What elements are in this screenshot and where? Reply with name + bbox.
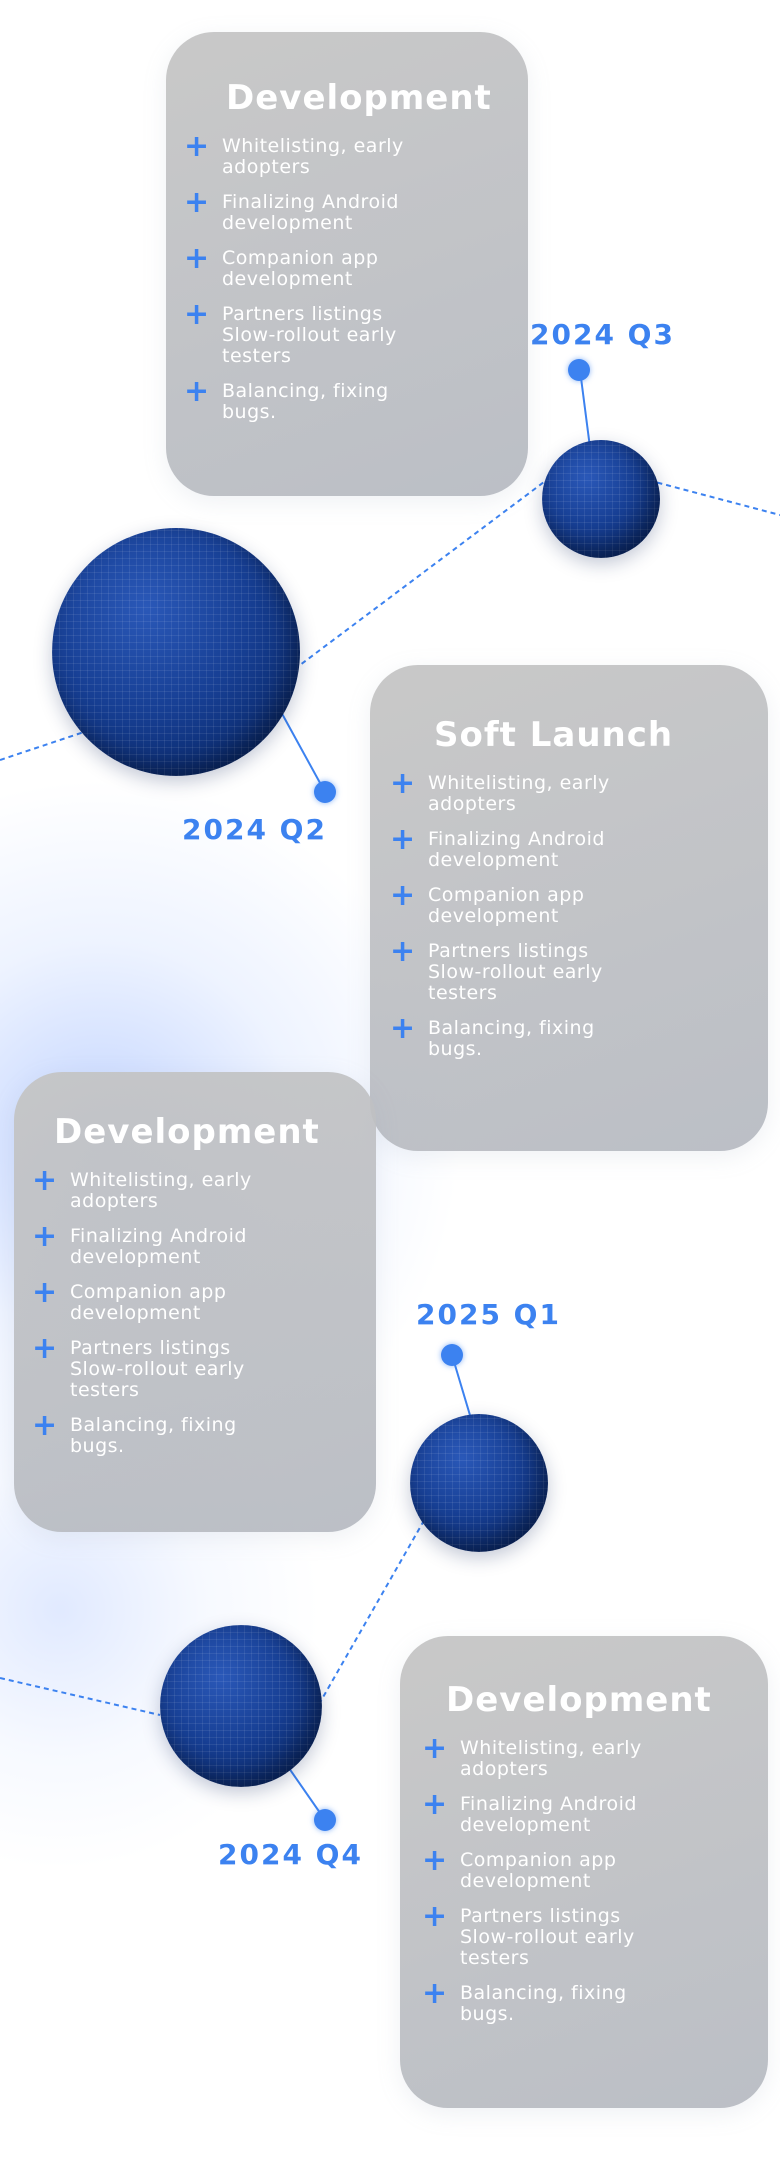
item-text: Finalizing Android development	[70, 1225, 247, 1268]
list-item: + Whitelisting, early adopters	[390, 766, 748, 815]
milestone-date: 2024 Q3	[530, 318, 675, 351]
plus-icon: +	[184, 374, 210, 409]
milestone-date: 2025 Q1	[416, 1298, 561, 1331]
item-text: Partners listings Slow-rollout early tes…	[222, 303, 397, 367]
plus-icon: +	[390, 766, 416, 801]
item-text: Balancing, fixing bugs.	[222, 380, 389, 423]
list-item: + Finalizing Android development	[184, 185, 508, 234]
item-text: Companion app development	[70, 1281, 227, 1324]
plus-icon: +	[422, 1731, 448, 1766]
plus-icon: +	[390, 1011, 416, 1046]
item-text: Whitelisting, early adopters	[222, 135, 404, 178]
item-text: Finalizing Android development	[222, 191, 399, 234]
plus-icon: +	[422, 1843, 448, 1878]
card-item-list: + Whitelisting, early adopters + Finalizin…	[32, 1163, 358, 1457]
milestone-date: 2024 Q4	[218, 1838, 363, 1871]
timeline-sphere	[410, 1414, 548, 1552]
milestone-date: 2024 Q2	[182, 813, 327, 846]
item-text: Companion app development	[428, 884, 585, 927]
list-item: + Balancing, fixing bugs.	[390, 1011, 748, 1060]
list-item: + Partners listings Slow-rollout early te…	[32, 1331, 358, 1401]
list-item: + Companion app development	[184, 241, 508, 290]
plus-icon: +	[184, 241, 210, 276]
plus-icon: +	[422, 1976, 448, 2011]
phase-card: Development + Whitelisting, early adopter…	[400, 1636, 768, 2108]
list-item: + Finalizing Android development	[32, 1219, 358, 1268]
plus-icon: +	[184, 185, 210, 220]
list-item: + Partners listings Slow-rollout early te…	[422, 1899, 750, 1969]
plus-icon: +	[32, 1275, 58, 1310]
list-item: + Balancing, fixing bugs.	[184, 374, 508, 423]
item-text: Finalizing Android development	[460, 1793, 637, 1836]
item-text: Companion app development	[222, 247, 379, 290]
list-item: + Whitelisting, early adopters	[32, 1163, 358, 1212]
card-item-list: + Whitelisting, early adopters + Finalizin…	[390, 766, 748, 1060]
card-title: Soft Launch	[434, 715, 674, 755]
item-text: Balancing, fixing bugs.	[428, 1017, 595, 1060]
phase-card: Development + Whitelisting, early adopter…	[166, 32, 528, 496]
item-text: Partners listings Slow-rollout early tes…	[428, 940, 603, 1004]
plus-icon: +	[390, 934, 416, 969]
item-text: Whitelisting, early adopters	[70, 1169, 252, 1212]
list-item: + Finalizing Android development	[422, 1787, 750, 1836]
milestone-dot	[314, 1809, 336, 1831]
milestone-dot	[568, 359, 590, 381]
timeline-sphere	[542, 440, 660, 558]
item-text: Partners listings Slow-rollout early tes…	[460, 1905, 635, 1969]
item-text: Finalizing Android development	[428, 828, 605, 871]
plus-icon: +	[32, 1331, 58, 1366]
plus-icon: +	[390, 878, 416, 913]
list-item: + Whitelisting, early adopters	[422, 1731, 750, 1780]
item-text: Companion app development	[460, 1849, 617, 1892]
item-text: Whitelisting, early adopters	[460, 1737, 642, 1780]
list-item: + Companion app development	[422, 1843, 750, 1892]
plus-icon: +	[184, 297, 210, 332]
card-item-list: + Whitelisting, early adopters + Finalizin…	[422, 1731, 750, 2025]
item-text: Balancing, fixing bugs.	[460, 1982, 627, 2025]
list-item: + Companion app development	[390, 878, 748, 927]
plus-icon: +	[184, 129, 210, 164]
list-item: + Whitelisting, early adopters	[184, 129, 508, 178]
timeline-sphere	[160, 1625, 322, 1787]
card-title: Development	[446, 1680, 712, 1720]
item-text: Whitelisting, early adopters	[428, 772, 610, 815]
timeline-sphere	[52, 528, 300, 776]
card-title: Development	[226, 78, 492, 118]
plus-icon: +	[32, 1163, 58, 1198]
milestone-dot	[441, 1344, 463, 1366]
plus-icon: +	[32, 1408, 58, 1443]
item-text: Partners listings Slow-rollout early tes…	[70, 1337, 245, 1401]
list-item: + Partners listings Slow-rollout early te…	[390, 934, 748, 1004]
list-item: + Finalizing Android development	[390, 822, 748, 871]
phase-card: Development + Whitelisting, early adopter…	[14, 1072, 376, 1532]
list-item: + Partners listings Slow-rollout early te…	[184, 297, 508, 367]
plus-icon: +	[390, 822, 416, 857]
list-item: + Balancing, fixing bugs.	[32, 1408, 358, 1457]
card-title: Development	[54, 1112, 320, 1152]
phase-card: Soft Launch + Whitelisting, early adopter…	[370, 665, 768, 1151]
card-item-list: + Whitelisting, early adopters + Finalizin…	[184, 129, 508, 423]
item-text: Balancing, fixing bugs.	[70, 1414, 237, 1457]
plus-icon: +	[422, 1787, 448, 1822]
plus-icon: +	[422, 1899, 448, 1934]
milestone-dot	[314, 781, 336, 803]
list-item: + Balancing, fixing bugs.	[422, 1976, 750, 2025]
plus-icon: +	[32, 1219, 58, 1254]
list-item: + Companion app development	[32, 1275, 358, 1324]
